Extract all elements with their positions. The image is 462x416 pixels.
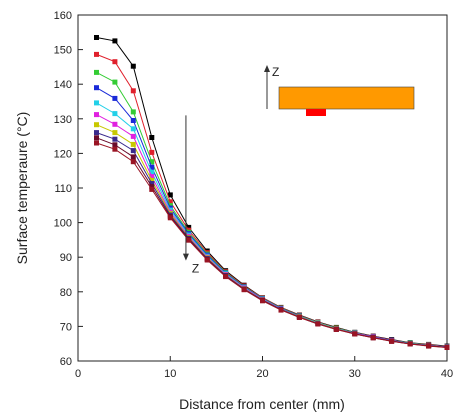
data-point	[426, 343, 432, 349]
data-point	[94, 35, 99, 40]
annotation-layer: Z	[182, 115, 199, 276]
data-point	[186, 237, 192, 243]
inset-diagram: Z	[264, 65, 415, 116]
data-point	[112, 146, 118, 152]
axis-ticks: 0 10 20 30 40 60 70 80 90 100 110 120 130 140 150 160	[54, 10, 453, 380]
data-point	[149, 159, 155, 165]
z-arrow-label: Z	[192, 262, 199, 276]
data-point	[94, 122, 99, 128]
x-tick-label: 10	[164, 368, 176, 380]
data-point	[389, 338, 395, 344]
data-point	[149, 169, 155, 175]
data-point	[94, 130, 99, 136]
data-point	[149, 184, 155, 190]
data-point	[296, 314, 302, 320]
series-layer	[94, 35, 450, 350]
data-point	[112, 136, 118, 142]
data-point	[130, 109, 136, 115]
data-point	[130, 63, 136, 69]
data-point	[149, 174, 155, 180]
x-tick-label: 40	[441, 368, 453, 380]
plot-frame	[77, 14, 448, 362]
data-point	[94, 135, 99, 141]
data-point	[149, 135, 155, 140]
data-point	[130, 148, 136, 154]
data-point	[94, 140, 99, 146]
x-axis-label: Distance from center (mm)	[179, 396, 345, 412]
data-point	[130, 159, 136, 165]
data-point	[94, 69, 99, 75]
y-tick-label: 110	[54, 183, 72, 195]
data-point	[315, 321, 321, 327]
data-point	[167, 199, 173, 205]
data-point	[444, 345, 450, 350]
data-point	[370, 335, 376, 341]
data-point	[112, 130, 118, 136]
data-point	[112, 142, 118, 148]
y-tick-label: 120	[54, 148, 72, 160]
data-point	[260, 298, 265, 304]
inset-heater	[306, 109, 326, 116]
y-tick-label: 60	[60, 356, 72, 368]
y-tick-label: 100	[54, 218, 72, 230]
data-point	[130, 88, 136, 94]
x-tick-label: 30	[349, 368, 361, 380]
data-point	[112, 79, 118, 85]
data-point	[94, 85, 99, 91]
z-arrow-head	[182, 253, 189, 261]
data-point	[149, 186, 155, 192]
data-point	[167, 192, 173, 198]
data-point	[94, 112, 99, 118]
x-tick-label: 0	[75, 368, 81, 380]
data-point	[407, 341, 413, 347]
inset-plate	[278, 86, 415, 110]
y-axis-label: Surface temperaure (°C)	[14, 112, 30, 265]
data-point	[130, 118, 136, 123]
data-point	[130, 141, 136, 147]
series-line	[96, 142, 448, 348]
data-point	[94, 51, 99, 57]
data-point	[112, 59, 118, 65]
data-point	[352, 331, 358, 337]
data-point	[130, 126, 136, 132]
y-tick-label: 70	[60, 321, 72, 333]
x-tick-label: 20	[256, 368, 268, 380]
y-tick-label: 80	[60, 287, 72, 299]
y-tick-label: 140	[54, 79, 72, 91]
data-point	[167, 215, 173, 221]
data-point	[149, 177, 155, 183]
data-point	[223, 274, 229, 280]
data-point	[149, 164, 155, 170]
data-point	[204, 257, 210, 263]
y-tick-label: 160	[54, 10, 72, 22]
data-point	[149, 181, 155, 186]
data-point	[112, 95, 118, 101]
data-point	[333, 327, 339, 332]
inset-z-label: Z	[272, 65, 279, 79]
data-point	[112, 121, 118, 127]
data-point	[149, 149, 155, 155]
data-point	[130, 133, 136, 139]
data-point	[130, 154, 136, 160]
data-point	[112, 38, 118, 44]
y-tick-label: 130	[54, 114, 72, 126]
data-point	[186, 224, 192, 230]
data-point	[278, 307, 284, 313]
data-point	[94, 100, 99, 106]
data-point	[241, 287, 247, 293]
data-point	[112, 111, 118, 117]
series-10	[94, 140, 450, 350]
inset-z-arrow-head	[264, 65, 270, 72]
y-tick-label: 90	[60, 252, 72, 264]
y-tick-label: 150	[54, 45, 72, 57]
